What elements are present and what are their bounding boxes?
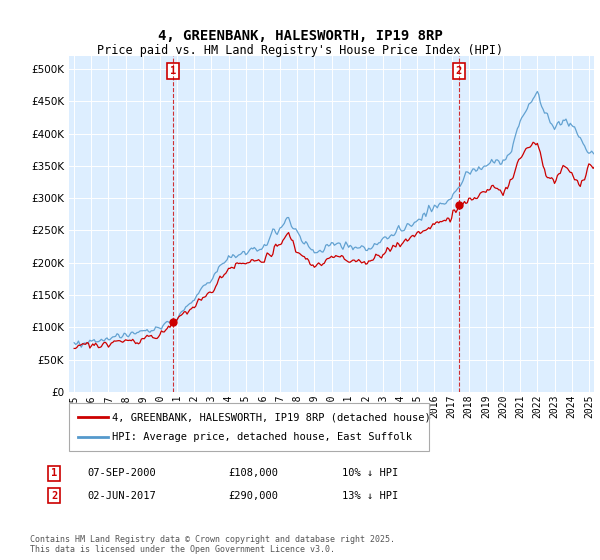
Text: 1: 1 [170,66,176,76]
Text: 1: 1 [51,468,57,478]
Text: £290,000: £290,000 [228,491,278,501]
Text: HPI: Average price, detached house, East Suffolk: HPI: Average price, detached house, East… [112,432,412,442]
Text: 10% ↓ HPI: 10% ↓ HPI [342,468,398,478]
Text: 02-JUN-2017: 02-JUN-2017 [87,491,156,501]
Text: 4, GREENBANK, HALESWORTH, IP19 8RP: 4, GREENBANK, HALESWORTH, IP19 8RP [158,29,442,44]
Text: £108,000: £108,000 [228,468,278,478]
Text: 07-SEP-2000: 07-SEP-2000 [87,468,156,478]
Text: Price paid vs. HM Land Registry's House Price Index (HPI): Price paid vs. HM Land Registry's House … [97,44,503,57]
Text: 2: 2 [51,491,57,501]
Text: 4, GREENBANK, HALESWORTH, IP19 8RP (detached house): 4, GREENBANK, HALESWORTH, IP19 8RP (deta… [112,412,431,422]
Text: 2: 2 [455,66,462,76]
Text: Contains HM Land Registry data © Crown copyright and database right 2025.
This d: Contains HM Land Registry data © Crown c… [30,535,395,554]
Text: 13% ↓ HPI: 13% ↓ HPI [342,491,398,501]
